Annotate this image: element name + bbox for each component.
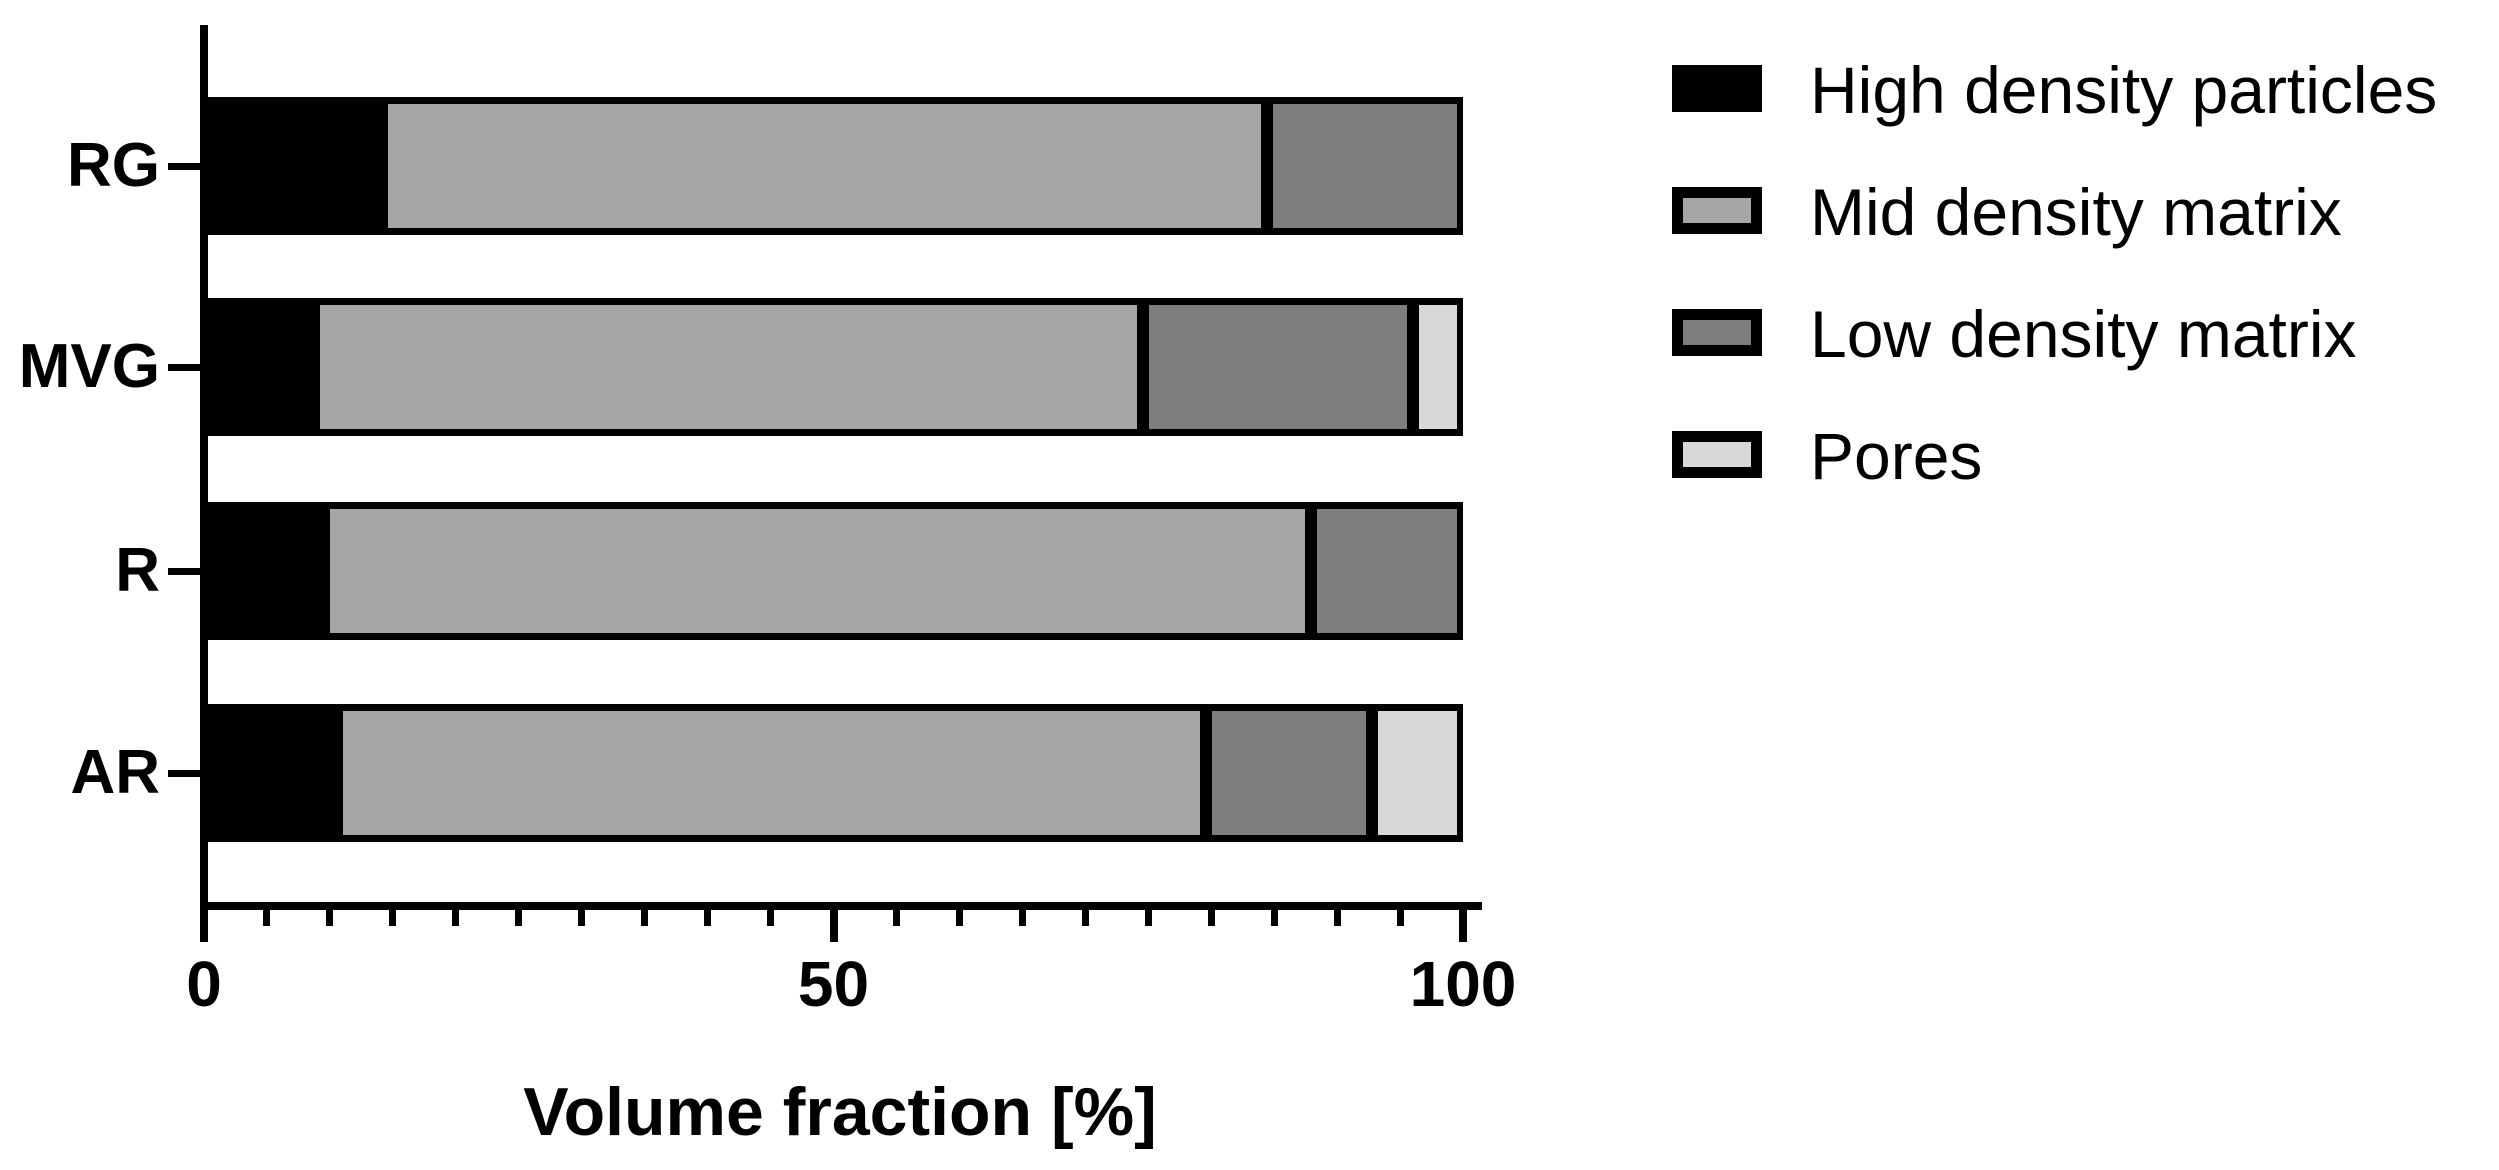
x-minor-tick: [1144, 906, 1152, 926]
x-axis-line: [200, 902, 1482, 910]
category-label: MVG: [18, 332, 160, 401]
x-tick-label: 0: [186, 948, 222, 1020]
bar-segment: [387, 104, 1261, 228]
x-tick-label: 50: [797, 948, 870, 1020]
y-axis-line: [200, 25, 208, 942]
bar-segment: [1316, 509, 1457, 633]
legend-swatch: [1672, 430, 1762, 478]
bar-segment: [1418, 305, 1457, 429]
x-minor-tick: [892, 906, 900, 926]
x-minor-tick: [955, 906, 963, 926]
bar-row-mvg: [204, 298, 1463, 436]
legend-swatch: [1672, 308, 1762, 356]
x-minor-tick: [1207, 906, 1215, 926]
x-major-tick: [200, 906, 208, 942]
bar-segment: [343, 711, 1201, 835]
x-minor-tick: [326, 906, 334, 926]
x-minor-tick: [515, 906, 523, 926]
x-major-tick: [1459, 906, 1467, 942]
legend-swatch: [1672, 186, 1762, 234]
x-tick-label: 100: [1409, 948, 1517, 1020]
x-minor-tick: [1333, 906, 1341, 926]
category-label: R: [115, 536, 160, 605]
category-tick: [168, 163, 204, 170]
bar-segment: [1378, 711, 1457, 835]
legend-swatch: [1672, 64, 1762, 112]
category-label: RG: [67, 131, 160, 200]
bar-segment: [319, 305, 1138, 429]
x-minor-tick: [704, 906, 712, 926]
bar-segment: [329, 509, 1305, 633]
x-minor-tick: [263, 906, 271, 926]
bar-row-rg: [204, 97, 1463, 235]
bar-segment: [1272, 104, 1457, 228]
legend-label: Low density matrix: [1810, 297, 2357, 371]
x-minor-tick: [1396, 906, 1404, 926]
x-minor-tick: [641, 906, 649, 926]
category-label: AR: [70, 738, 160, 807]
legend-label: Mid density matrix: [1810, 175, 2342, 249]
bar-row-ar: [204, 704, 1463, 842]
category-tick: [168, 568, 204, 575]
legend-label: Pores: [1810, 419, 1983, 493]
x-minor-tick: [767, 906, 775, 926]
legend-label: High density particles: [1810, 53, 2438, 127]
bar-segment: [1149, 305, 1407, 429]
category-tick: [168, 364, 204, 371]
x-major-tick: [829, 906, 838, 942]
x-minor-tick: [578, 906, 586, 926]
x-minor-tick: [1081, 906, 1089, 926]
x-minor-tick: [452, 906, 460, 926]
bar-segment: [1212, 711, 1367, 835]
bar-row-r: [204, 502, 1463, 640]
x-minor-tick: [1018, 906, 1026, 926]
x-axis-title: Volume fraction [%]: [523, 1074, 1157, 1150]
category-tick: [168, 770, 204, 777]
x-minor-tick: [1270, 906, 1278, 926]
x-minor-tick: [389, 906, 397, 926]
